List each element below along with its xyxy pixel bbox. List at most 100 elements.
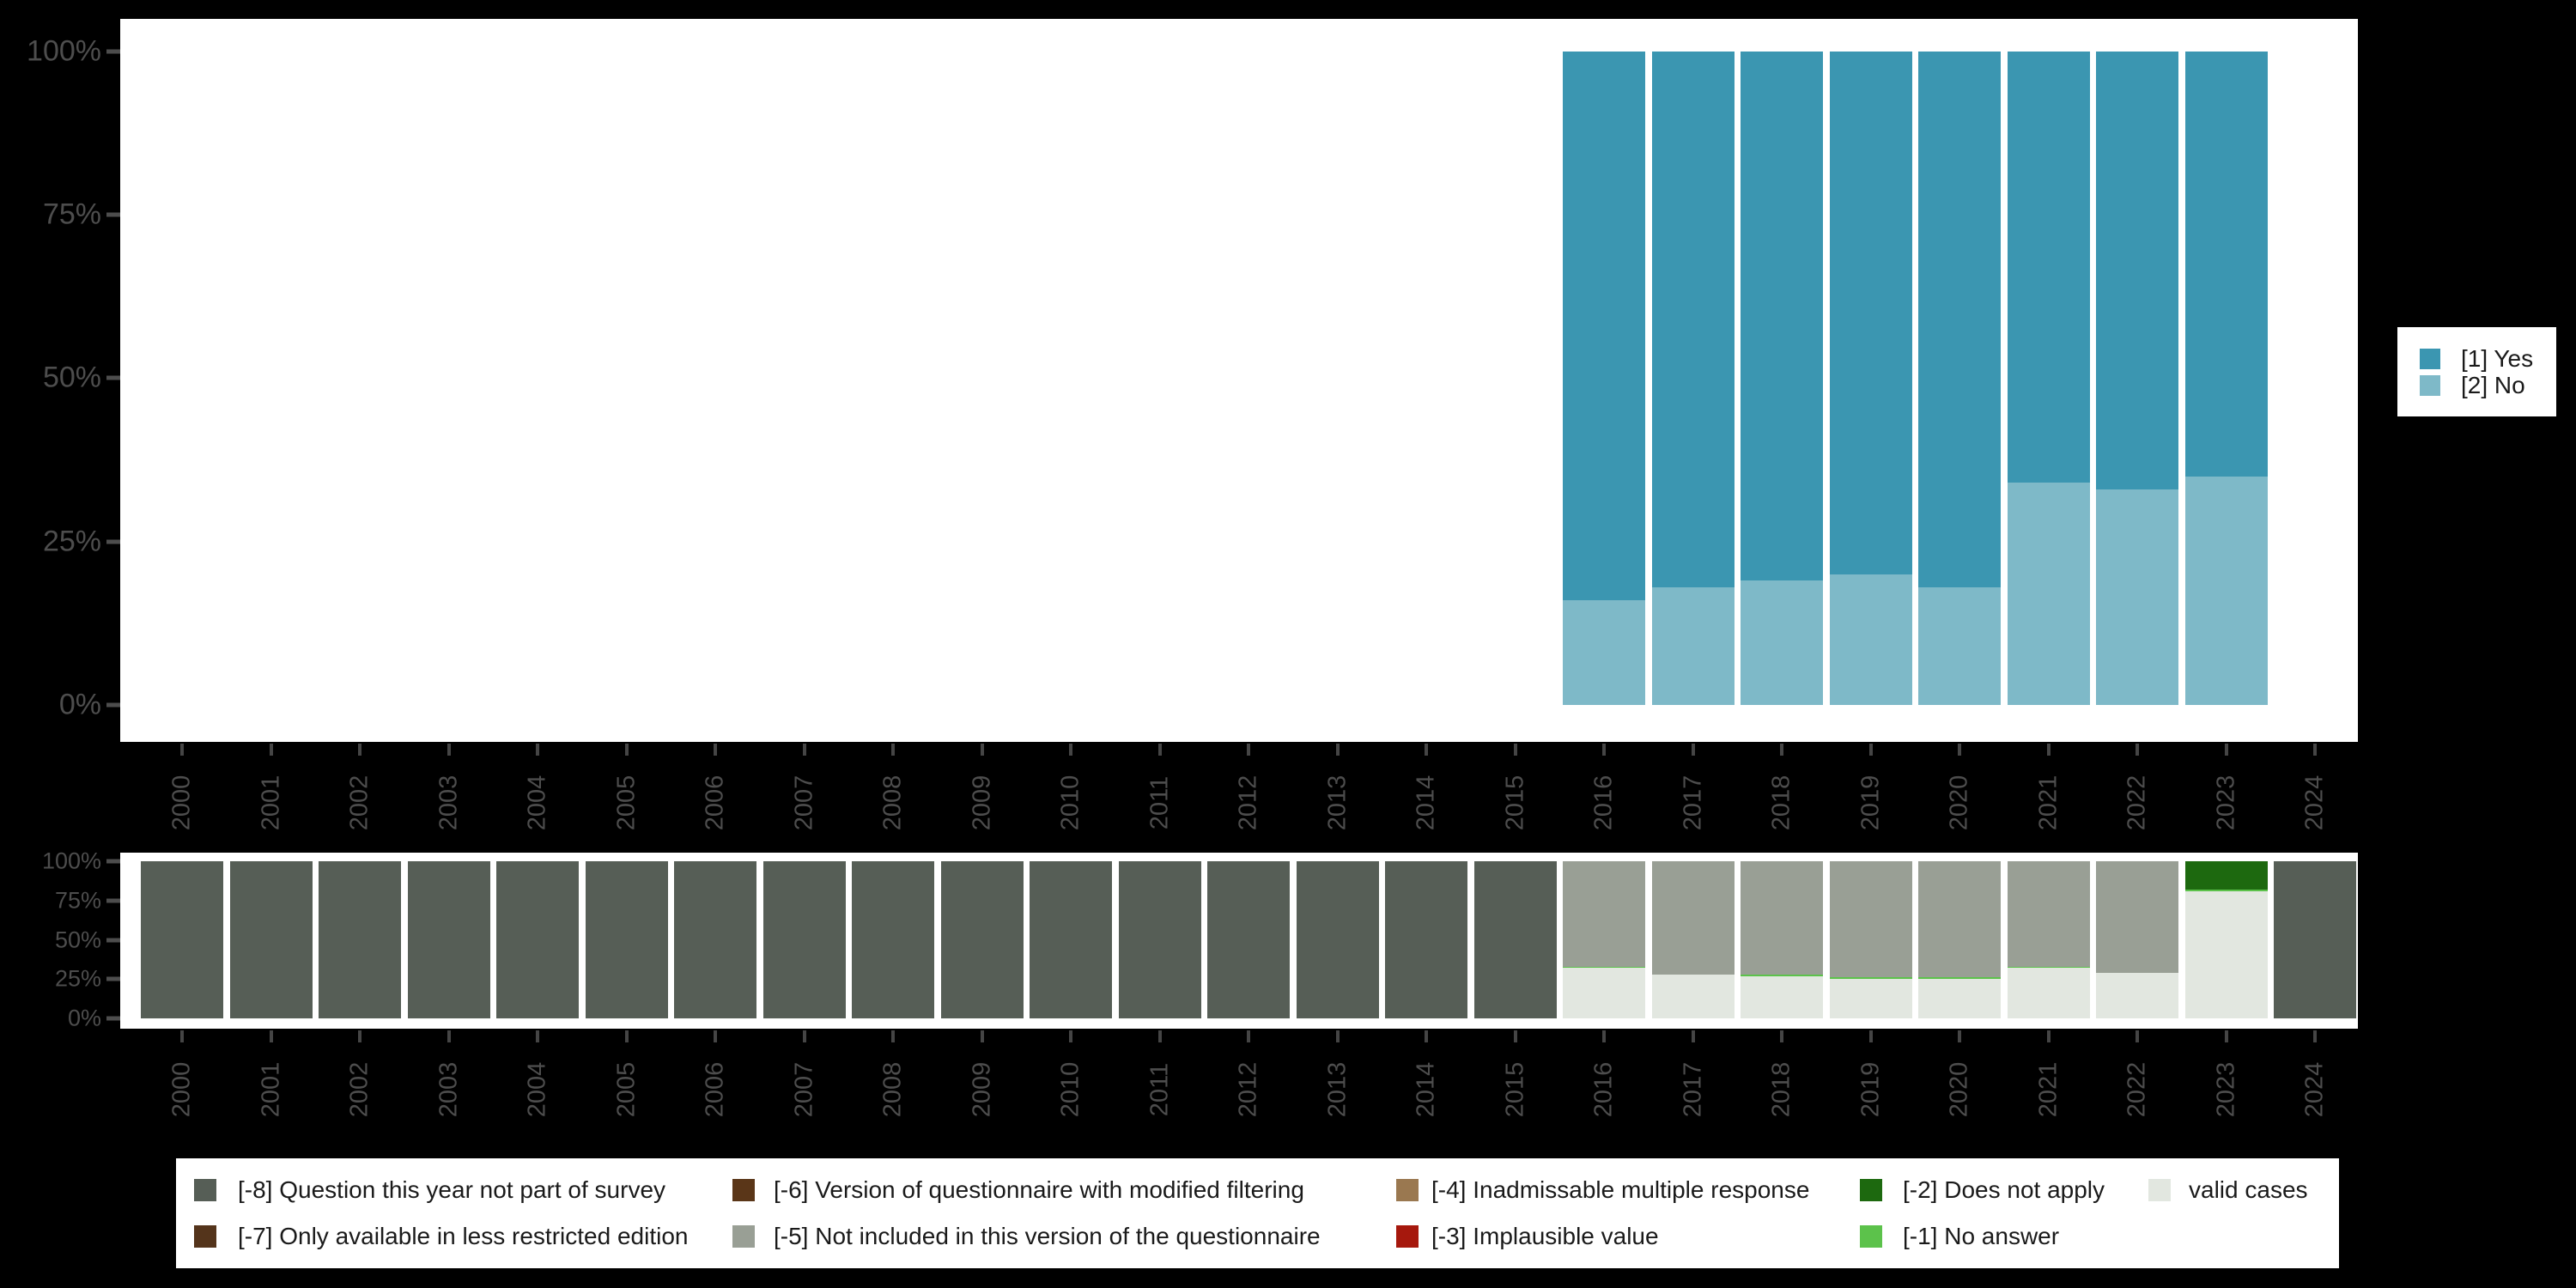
bar-2016-m1 bbox=[1563, 966, 1645, 969]
x-tick-label: 2002 bbox=[345, 1061, 374, 1118]
x-tick-mark bbox=[180, 744, 184, 756]
x-tick-label: 2018 bbox=[1767, 1061, 1795, 1118]
bar-2000-m8 bbox=[141, 861, 223, 1018]
x-tick-mark bbox=[1691, 1030, 1695, 1042]
legend-swatch-valid bbox=[2148, 1179, 2171, 1201]
bar-2016-valid bbox=[1563, 968, 1645, 1018]
x-tick-mark bbox=[358, 744, 361, 756]
x-tick-label: 2001 bbox=[257, 1061, 284, 1118]
legend-swatch-m2 bbox=[1860, 1179, 1882, 1201]
x-tick-label: 2009 bbox=[968, 1061, 995, 1118]
bar-2018-yes bbox=[1741, 52, 1823, 581]
y-tick-label: 0% bbox=[58, 688, 101, 721]
x-tick-mark bbox=[358, 1030, 361, 1042]
legend-label-valid: valid cases bbox=[2189, 1176, 2308, 1203]
bar-2017-yes bbox=[1651, 52, 1735, 588]
x-tick-label: 2020 bbox=[1945, 775, 1973, 831]
bar-2010-m8 bbox=[1030, 861, 1112, 1018]
x-tick-mark bbox=[447, 744, 451, 756]
y-tick-mark bbox=[106, 898, 120, 903]
y-tick-mark bbox=[106, 49, 120, 54]
y-tick-mark bbox=[106, 212, 120, 217]
y-tick-label: 75% bbox=[42, 197, 101, 231]
bar-2020-m1 bbox=[1918, 977, 2001, 980]
x-tick-mark bbox=[1335, 744, 1340, 756]
x-tick-label: 2004 bbox=[523, 775, 551, 831]
bar-2019-m1 bbox=[1829, 977, 1912, 980]
x-tick-label: 2011 bbox=[1145, 1062, 1173, 1117]
x-tick-mark bbox=[1157, 744, 1162, 756]
x-tick-label: 2003 bbox=[434, 1061, 462, 1118]
x-tick-mark bbox=[624, 1030, 629, 1042]
bar-2016-no bbox=[1563, 600, 1645, 705]
x-tick-mark bbox=[1425, 1030, 1428, 1042]
legend-label-m3: [-3] Implausible value bbox=[1431, 1223, 1659, 1249]
x-tick-label: 2016 bbox=[1589, 775, 1618, 831]
x-tick-mark bbox=[980, 744, 984, 756]
x-tick-mark bbox=[2046, 1030, 2050, 1042]
bar-2015-m8 bbox=[1473, 861, 1557, 1018]
x-tick-label: 2021 bbox=[2034, 1061, 2062, 1118]
x-tick-label: 2010 bbox=[1056, 775, 1084, 831]
y-tick-label: 50% bbox=[54, 927, 101, 953]
bar-2016-yes bbox=[1563, 52, 1645, 601]
legend-label-m2: [-2] Does not apply bbox=[1903, 1176, 2105, 1203]
x-tick-mark bbox=[1513, 744, 1517, 756]
x-tick-mark bbox=[891, 1030, 895, 1042]
x-tick-mark bbox=[2136, 1030, 2139, 1042]
x-tick-label: 2009 bbox=[968, 775, 995, 831]
bar-2018-m1 bbox=[1741, 974, 1823, 976]
bar-2020-no bbox=[1918, 587, 2001, 705]
x-tick-mark bbox=[269, 1030, 273, 1042]
x-tick-label: 2002 bbox=[345, 775, 374, 831]
bar-2013-m8 bbox=[1296, 861, 1379, 1018]
bar-2006-m8 bbox=[674, 861, 756, 1018]
bar-2005-m8 bbox=[585, 861, 668, 1018]
x-tick-mark bbox=[1157, 1030, 1162, 1042]
x-tick-mark bbox=[2313, 744, 2317, 756]
bar-2022-m5 bbox=[2096, 861, 2178, 973]
x-tick-mark bbox=[1602, 1030, 1606, 1042]
x-tick-mark bbox=[1691, 744, 1695, 756]
legend-label-yes: [1] Yes bbox=[2461, 345, 2534, 372]
x-tick-mark bbox=[1069, 744, 1072, 756]
x-tick-mark bbox=[624, 744, 629, 756]
legend-swatch-m6 bbox=[732, 1179, 755, 1201]
legend-swatch-no bbox=[2420, 375, 2440, 396]
x-tick-label: 2011 bbox=[1145, 775, 1173, 830]
x-tick-label: 2008 bbox=[878, 775, 907, 831]
x-tick-mark bbox=[802, 1030, 806, 1042]
bar-2021-valid bbox=[2007, 968, 2090, 1018]
x-tick-label: 2004 bbox=[523, 1061, 551, 1118]
x-tick-mark bbox=[714, 744, 717, 756]
x-tick-label: 2024 bbox=[2300, 1061, 2329, 1118]
x-tick-mark bbox=[2046, 744, 2050, 756]
x-tick-label: 2018 bbox=[1767, 775, 1795, 831]
x-tick-label: 2019 bbox=[1856, 1061, 1884, 1118]
legend-label-m6: [-6] Version of questionnaire with modif… bbox=[774, 1176, 1304, 1203]
legend-swatch-m4 bbox=[1396, 1179, 1419, 1201]
legend-label-no: [2] No bbox=[2461, 372, 2525, 398]
legend-swatch-m5 bbox=[732, 1225, 755, 1248]
x-tick-mark bbox=[1602, 744, 1606, 756]
bar-2007-m8 bbox=[762, 861, 846, 1018]
bar-2019-valid bbox=[1829, 979, 1912, 1018]
x-tick-mark bbox=[1780, 1030, 1783, 1042]
bar-2014-m8 bbox=[1385, 861, 1467, 1018]
x-tick-label: 2007 bbox=[790, 775, 817, 831]
x-tick-mark bbox=[536, 744, 539, 756]
y-tick-label: 75% bbox=[54, 887, 101, 914]
y-tick-mark bbox=[106, 539, 120, 544]
bar-2004-m8 bbox=[496, 861, 579, 1018]
x-tick-mark bbox=[1335, 1030, 1340, 1042]
x-tick-mark bbox=[269, 744, 273, 756]
bar-2017-no bbox=[1651, 587, 1735, 705]
bar-2022-yes bbox=[2096, 52, 2178, 489]
bar-2024-m8 bbox=[2274, 861, 2356, 1018]
bar-2023-valid bbox=[2184, 890, 2268, 1018]
x-tick-mark bbox=[1513, 1030, 1517, 1042]
y-tick-mark bbox=[106, 1016, 120, 1021]
legend-swatch-m3 bbox=[1396, 1225, 1419, 1248]
x-tick-label: 2003 bbox=[434, 775, 462, 831]
